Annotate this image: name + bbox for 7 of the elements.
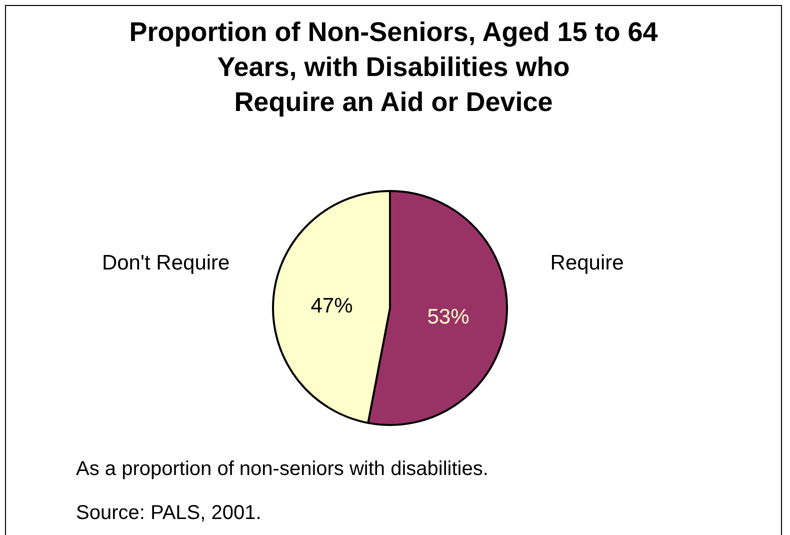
source-note: Source: PALS, 2001. xyxy=(76,501,262,525)
text: As a proportion of non-seniors with disabilities. xyxy=(76,457,488,481)
slice-label: Don't Require xyxy=(102,251,230,274)
data-label: 47% xyxy=(310,294,353,318)
slice-label: Require xyxy=(550,251,624,274)
chart-title: Proportion of Non-Seniors, Aged 15 to 64 Years, with Disabilities who Require an Aid or Device xyxy=(128,16,659,119)
data-label: 53% xyxy=(427,305,470,328)
